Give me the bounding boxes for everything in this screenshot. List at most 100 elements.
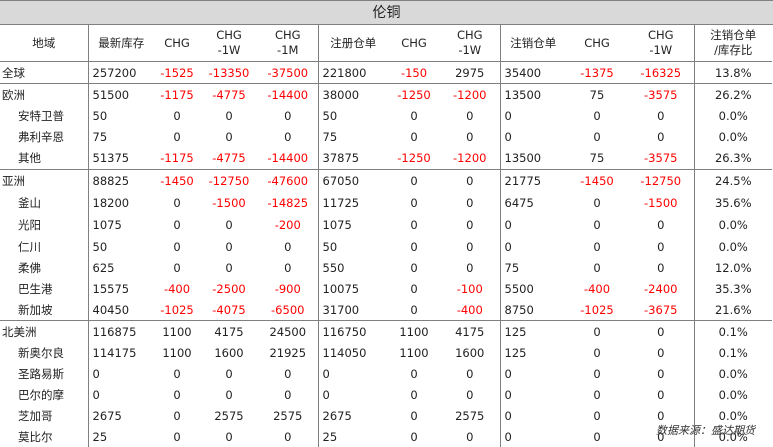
value-cell: 0: [225, 239, 233, 254]
value-cell: 114175: [87, 342, 154, 363]
value-cell: 0: [593, 345, 601, 360]
value-cell: -14825: [267, 196, 309, 210]
header-cell: CHG -1W: [200, 25, 258, 62]
value-cell: 75: [566, 83, 628, 105]
value-cell: 13.8%: [693, 61, 772, 84]
header-cell: CHG -1W: [440, 25, 500, 62]
value-cell: 2575: [214, 408, 244, 423]
value-cell: -400: [583, 281, 611, 296]
value-cell: 0: [173, 196, 181, 210]
value-cell: 75: [589, 151, 605, 165]
value-cell: -3575: [628, 83, 694, 105]
value-cell: 0: [173, 239, 181, 254]
value-cell: 13500: [499, 83, 566, 105]
header-row: 地域 最新库存 CHG CHG -1W CHG -1M 注册仓单 CHG CHG -1W 注销仓…: [0, 25, 772, 62]
value-cell: 75: [317, 126, 388, 147]
value-cell: -1175: [160, 151, 194, 165]
header-cell: 注销仓单: [499, 25, 566, 62]
value-cell: 35.6%: [693, 192, 772, 214]
value-cell: 0: [410, 302, 418, 317]
value-cell: 1100: [154, 320, 200, 342]
value-cell: 51500: [87, 83, 154, 105]
value-cell: -1450: [154, 169, 200, 192]
value-cell: 0: [225, 108, 233, 123]
region-cell: 弗利辛恩: [18, 129, 64, 144]
table-row: 柔佛 625 0 0 0 550 0 0 75 0 0 12.0%: [0, 257, 772, 278]
region-cell: 巴生港: [18, 281, 53, 296]
value-cell: 0: [173, 129, 181, 144]
header-cell: CHG: [566, 25, 628, 62]
value-cell: 0: [499, 384, 566, 405]
region-cell: 巴尔的摩: [18, 387, 64, 402]
value-cell: -47600: [258, 169, 318, 192]
table-row: 巴生港 15575 -400 -2500 -900 10075 0 -100 5500 -400 -…: [0, 278, 772, 299]
value-cell: 0: [593, 108, 601, 123]
value-cell: -12750: [200, 169, 258, 192]
value-cell: 0: [410, 408, 418, 423]
region-cell: 全球: [2, 65, 25, 80]
value-cell: 0: [566, 320, 628, 342]
value-cell: -4775: [212, 151, 246, 165]
value-cell: 51375: [87, 147, 154, 170]
value-cell: -3575: [644, 151, 678, 165]
region-cell: 光阳: [18, 218, 41, 232]
value-cell: 0: [466, 387, 474, 402]
table-row: 光阳 1075 0 0 -200 1075 0 0 0 0 0 0.0%: [0, 214, 772, 236]
region-cell: 亚洲: [0, 169, 88, 192]
value-cell: 0: [410, 260, 418, 275]
value-cell: 0: [593, 239, 601, 254]
value-cell: 0: [284, 387, 292, 402]
value-cell: -16325: [640, 65, 682, 80]
value-cell: -37500: [267, 65, 309, 80]
value-cell: 0: [284, 239, 292, 254]
value-cell: -1250: [388, 83, 440, 105]
value-cell: 0: [284, 260, 292, 275]
value-cell: -1025: [580, 302, 614, 317]
region-cell: 欧洲: [0, 83, 88, 105]
value-cell: 0: [466, 260, 474, 275]
table-row: 其他 51375 -1175 -4775 -14400 37875 -1250 -1200 13…: [0, 147, 772, 170]
table-row: 安特卫普 50 0 0 0 50 0 0 0 0 0 0.0%: [0, 105, 772, 126]
value-cell: 0: [225, 218, 233, 232]
value-cell: -1250: [397, 151, 431, 165]
value-cell: 0.0%: [693, 363, 772, 384]
value-cell: 0.0%: [693, 405, 772, 426]
value-cell: -1175: [154, 83, 200, 105]
value-cell: 0.1%: [693, 320, 772, 342]
value-cell: -12750: [628, 169, 694, 192]
value-cell: 1075: [317, 214, 388, 236]
value-cell: 0: [410, 196, 418, 210]
value-cell: -1025: [160, 302, 194, 317]
value-cell: 0.1%: [693, 342, 772, 363]
region-cell: 新加坡: [18, 302, 53, 317]
value-cell: 550: [317, 257, 388, 278]
header-cell: 地域: [0, 25, 88, 62]
value-cell: 0: [410, 429, 418, 444]
region-cell: 仁川: [18, 239, 41, 254]
value-cell: 0: [657, 387, 665, 402]
value-cell: 0: [410, 239, 418, 254]
value-cell: -2500: [212, 281, 246, 296]
value-cell: -1500: [212, 196, 246, 210]
table-row: 欧洲 51500 -1175 -4775 -14400 38000 -1250 -1200 13…: [0, 83, 772, 105]
header-cell: CHG -1M: [258, 25, 318, 62]
value-cell: 0: [499, 426, 566, 447]
value-cell: 10075: [317, 278, 388, 299]
region-cell: 其他: [18, 151, 41, 165]
value-cell: 0: [657, 366, 665, 381]
value-cell: 1600: [455, 345, 485, 360]
value-cell: 0: [173, 108, 181, 123]
value-cell: 0: [225, 366, 233, 381]
table-row: 全球 257200 -1525 -13350 -37500 221800 -150 2975 3…: [0, 61, 772, 84]
value-cell: 0: [657, 408, 665, 423]
value-cell: 0: [657, 345, 665, 360]
value-cell: 0.0%: [693, 214, 772, 236]
value-cell: 0: [225, 129, 233, 144]
value-cell: 13500: [499, 147, 566, 170]
value-cell: -1200: [440, 83, 500, 105]
header-cell: CHG: [154, 25, 200, 62]
value-cell: 0: [499, 363, 566, 384]
table-row: 新奥尔良 114175 1100 1600 21925 114050 1100 1600 125…: [0, 342, 772, 363]
region-cell: 芝加哥: [18, 408, 53, 423]
value-cell: 0: [466, 196, 474, 210]
